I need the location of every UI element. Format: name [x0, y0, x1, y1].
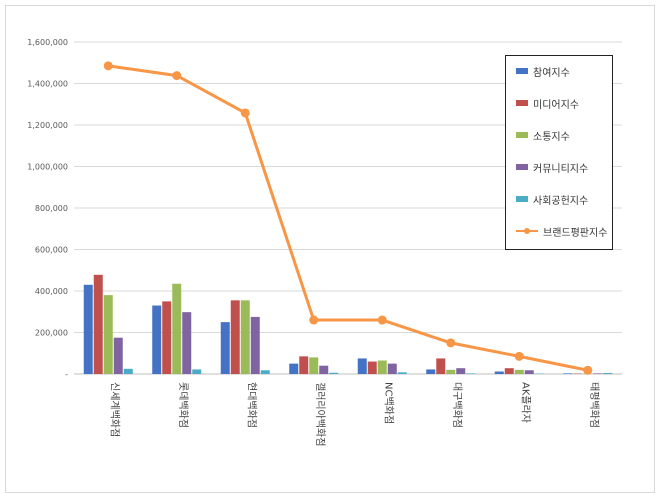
bar — [152, 305, 162, 374]
x-tick-label: 갤러리아백화점 — [314, 382, 326, 446]
line-point — [172, 71, 182, 81]
line-point — [103, 61, 113, 71]
bar — [456, 368, 466, 374]
line-point — [446, 338, 456, 348]
bar — [192, 369, 202, 374]
bar — [514, 369, 524, 374]
legend-swatch — [516, 164, 528, 170]
bar — [289, 363, 299, 374]
bar — [446, 369, 456, 374]
legend-label: 커뮤니티지수 — [533, 163, 589, 175]
bar — [524, 370, 534, 374]
legend-label: 소통지수 — [533, 131, 570, 143]
legend-item: 브랜드평판지수 — [516, 224, 608, 239]
y-tick-label: 1,400,000 — [27, 80, 68, 89]
legend-label: 사회공헌지수 — [533, 195, 589, 207]
legend-swatch — [516, 228, 538, 234]
y-tick-label: - — [65, 370, 68, 379]
bar — [593, 373, 603, 374]
bar — [426, 369, 436, 374]
legend-item: 참여지수 — [516, 64, 570, 79]
x-tick-label: 롯데백화점 — [177, 382, 189, 428]
x-tick-label: 대구백화점 — [451, 382, 463, 428]
bar — [309, 357, 319, 374]
x-tick-label: 신세계백화점 — [108, 382, 120, 437]
bar — [563, 373, 573, 374]
bar — [367, 361, 377, 374]
line-point — [514, 351, 524, 361]
legend-item: 미디어지수 — [516, 96, 579, 111]
bar — [240, 300, 250, 374]
y-tick-label: 600,000 — [35, 246, 68, 255]
x-tick-label: 태평백화점 — [588, 382, 600, 428]
y-tick-label: 1,600,000 — [27, 38, 68, 47]
legend-item: 커뮤니티지수 — [516, 160, 589, 175]
legend-label: 참여지수 — [533, 67, 570, 79]
y-tick-label: 800,000 — [35, 204, 68, 213]
line-point — [309, 315, 319, 325]
bar — [250, 316, 260, 374]
bar — [260, 370, 270, 374]
bar — [113, 337, 123, 374]
y-tick-label: 1,200,000 — [27, 121, 68, 130]
x-tick-label: NC백화점 — [382, 382, 394, 424]
bar — [504, 368, 514, 374]
y-tick-label: 400,000 — [35, 287, 68, 296]
bar — [397, 372, 407, 374]
x-tick-label: 현대백화점 — [245, 382, 257, 428]
bar — [436, 358, 446, 374]
bar — [329, 372, 339, 374]
bar — [319, 365, 329, 374]
line-path — [108, 64, 589, 372]
legend-swatch — [516, 196, 528, 202]
x-tick-label: AK플라자 — [519, 382, 531, 423]
line-point — [377, 315, 387, 325]
bar — [357, 358, 367, 374]
bar — [103, 295, 113, 374]
bar — [83, 284, 93, 374]
bar — [182, 312, 192, 374]
bar — [230, 300, 240, 374]
legend-item: 소통지수 — [516, 128, 570, 143]
line-point — [583, 365, 593, 375]
legend-label: 미디어지수 — [533, 99, 579, 111]
bar — [162, 301, 172, 374]
legend-item: 사회공헌지수 — [516, 192, 589, 207]
line-series — [103, 61, 593, 375]
legend-swatch — [516, 68, 528, 74]
bars — [83, 274, 613, 374]
line-point — [240, 108, 250, 118]
x-axis-labels: 신세계백화점 롯데백화점 현대백화점 갤러리아백화점 NC백화점 대구백화점 AK플라자 태평… — [108, 382, 600, 446]
legend-swatch — [516, 132, 528, 138]
bar — [220, 322, 230, 374]
bar — [377, 360, 387, 374]
y-axis-ticks: - 200,000 400,000 600,000 800,000 1,000,000 1,… — [27, 38, 68, 379]
legend-label: 브랜드평판지수 — [543, 227, 608, 239]
bar — [299, 356, 309, 374]
bar — [466, 373, 476, 374]
y-tick-label: 1,000,000 — [27, 163, 68, 172]
legend-swatch — [516, 100, 528, 106]
bar — [603, 372, 613, 374]
bar — [123, 368, 133, 374]
y-tick-label: 200,000 — [35, 329, 68, 338]
bar — [494, 371, 504, 374]
bar — [93, 274, 103, 374]
bar — [387, 363, 397, 374]
bar — [172, 283, 182, 374]
